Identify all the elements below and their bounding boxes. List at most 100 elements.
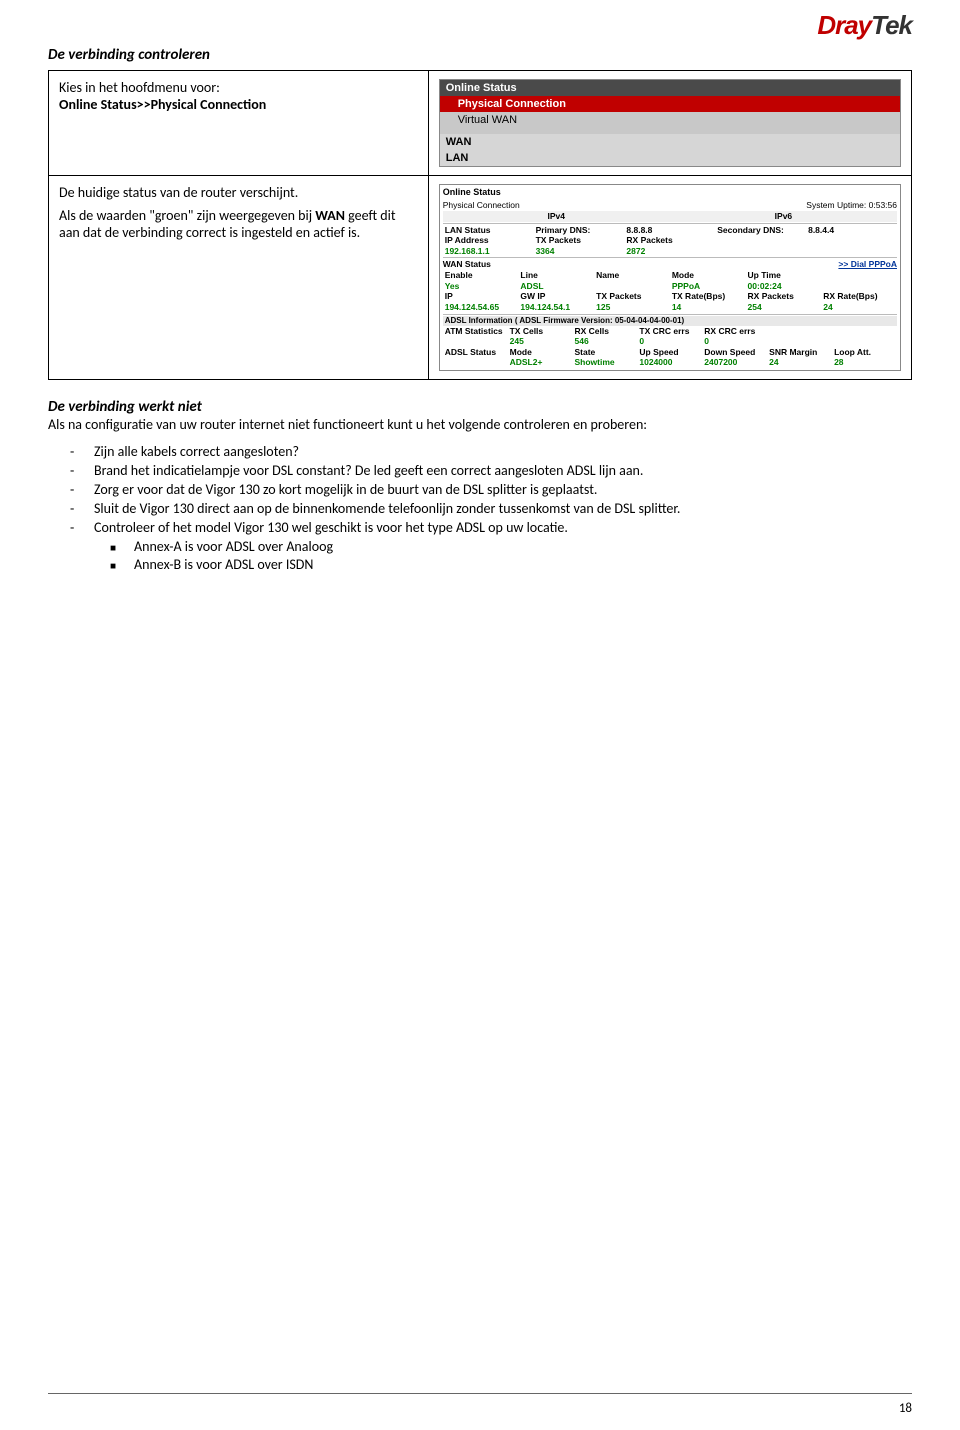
bullet-4: Sluit de Vigor 130 direct aan op de binn… <box>94 500 912 517</box>
wan-h-ip: IP <box>443 291 519 302</box>
adsl-state: Showtime <box>573 357 638 368</box>
adsl-loop: 28 <box>832 357 897 368</box>
status-left: Physical Connection <box>443 200 520 211</box>
menu-virtual-wan: Virtual WAN <box>440 112 900 128</box>
menu-online-status: Online Status <box>440 80 900 96</box>
adsl-h-atm: ATM Statistics <box>443 326 508 337</box>
wan-h-rxr: RX Rate(Bps) <box>821 291 897 302</box>
wan-mode: PPPoA <box>670 281 746 292</box>
adsl-down: 2407200 <box>702 357 767 368</box>
section2: De verbinding werkt niet Als na configur… <box>48 398 912 433</box>
row2-screenshot-cell: Online Status Physical Connection System… <box>428 176 911 380</box>
wan-h-uptime: Up Time <box>746 270 822 281</box>
lan-h-ip: IP Address <box>443 235 534 246</box>
row2-p2: Als de waarden "groen" zijn weergegeven … <box>59 207 418 241</box>
wan-section: WAN Status >> Dial PPPoA Enable Line Nam… <box>443 257 897 312</box>
wan-h-rxp: RX Packets <box>746 291 822 302</box>
wan-h-txr: TX Rate(Bps) <box>670 291 746 302</box>
wan-h-txp: TX Packets <box>594 291 670 302</box>
ipv6: IPv6 <box>670 211 897 222</box>
sub-bullet-list: Annex-A is voor ADSL over Analoog Annex-… <box>94 538 912 573</box>
bullet-1: Zijn alle kabels correct aangesloten? <box>94 443 912 460</box>
row1-screenshot-cell: Online Status Physical Connection Virtua… <box>428 71 911 176</box>
logo-part2: Tek <box>871 10 912 40</box>
adsl-h-loop: Loop Att. <box>832 347 897 358</box>
adsl-h-status: ADSL Status <box>443 347 508 358</box>
ipv4: IPv4 <box>443 211 670 222</box>
adsl-up: 1024000 <box>637 357 702 368</box>
adsl-h-down: Down Speed <box>702 347 767 358</box>
row1-text: Kies in het hoofdmenu voor: Online Statu… <box>49 71 429 176</box>
lan-section: LAN Status Primary DNS: 8.8.8.8 Secondar… <box>443 223 897 257</box>
wan-ip: 194.124.54.65 <box>443 302 519 313</box>
wan-h-enable: Enable <box>443 270 519 281</box>
adslinfo-ver: ( ADSL Firmware Version: 05-04-04-04-00-… <box>515 316 684 325</box>
lan-ip: 192.168.1.1 <box>443 246 534 257</box>
wan-txr: 14 <box>670 302 746 313</box>
lan-tx: 3364 <box>534 246 625 257</box>
adslinfo-label: ADSL Information <box>445 316 513 325</box>
wan-line: ADSL <box>518 281 594 292</box>
section-heading-1: De verbinding controleren <box>48 46 912 64</box>
row2-text: De huidige status van de router verschij… <box>49 176 429 380</box>
status-uptime: System Uptime: 0:53:56 <box>806 200 897 211</box>
wan-txp: 125 <box>594 302 670 313</box>
bullet-2: Brand het indicatielampje voor DSL const… <box>94 462 912 479</box>
wan-enable: Yes <box>443 281 519 292</box>
wan-name <box>594 281 670 292</box>
row2-p1: De huidige status van de router verschij… <box>59 184 418 201</box>
adsl-txcrc: 0 <box>637 336 702 347</box>
adsl-h-txcrc: TX CRC errs <box>637 326 702 337</box>
wan-uptime: 00:02:24 <box>746 281 822 292</box>
lan-h-rx: RX Packets <box>624 235 715 246</box>
adsl-rxcrc: 0 <box>702 336 767 347</box>
status-title: Online Status <box>443 187 897 198</box>
bullet-3: Zorg er voor dat de Vigor 130 zo kort mo… <box>94 481 912 498</box>
lan-rx: 2872 <box>624 246 715 257</box>
adsl-rxc: 546 <box>573 336 638 347</box>
bullet-5: Controleer of het model Vigor 130 wel ge… <box>94 519 912 573</box>
bullet-list: Zijn alle kabels correct aangesloten? Br… <box>48 443 912 573</box>
wan-h-name: Name <box>594 270 670 281</box>
lan-sdns-l: Secondary DNS: <box>715 225 806 236</box>
menu-lan: LAN <box>440 150 900 166</box>
lan-pdns-l: Primary DNS: <box>534 225 625 236</box>
instruction-table: Kies in het hoofdmenu voor: Online Statu… <box>48 70 912 380</box>
ipv-row: IPv4 IPv6 <box>443 211 897 222</box>
wan-h-line: Line <box>518 270 594 281</box>
menu-screenshot: Online Status Physical Connection Virtua… <box>439 79 901 167</box>
sub-bullet-2: Annex-B is voor ADSL over ISDN <box>134 556 912 573</box>
row1-line1: Kies in het hoofdmenu voor: <box>59 79 418 96</box>
footer-rule <box>48 1393 912 1394</box>
adsl-h-mode: Mode <box>508 347 573 358</box>
wan-dial: >> Dial PPPoA <box>838 259 897 270</box>
row1-line2: Online Status>>Physical Connection <box>59 96 418 113</box>
adsl-h-state: State <box>573 347 638 358</box>
bullet-5-text: Controleer of het model Vigor 130 wel ge… <box>94 519 568 536</box>
wan-h-gw: GW IP <box>518 291 594 302</box>
lan-header: LAN Status <box>443 225 534 236</box>
wan-gw: 194.124.54.1 <box>518 302 594 313</box>
section2-intro: Als na configuratie van uw router intern… <box>48 416 912 433</box>
page-number: 18 <box>899 1401 912 1416</box>
adsl-h-rxc: RX Cells <box>573 326 638 337</box>
logo-part1: Dray <box>817 10 871 40</box>
adsl-txc: 245 <box>508 336 573 347</box>
adsl-snr: 24 <box>767 357 832 368</box>
wan-rxp: 254 <box>746 302 822 313</box>
adsl-h-rxcrc: RX CRC errs <box>702 326 767 337</box>
row2-p2a: Als de waarden "groen" zijn weergegeven … <box>59 207 315 224</box>
lan-h-tx: TX Packets <box>534 235 625 246</box>
menu-physical-connection: Physical Connection <box>440 96 900 112</box>
lan-pdns: 8.8.8.8 <box>624 225 715 236</box>
adsl-h-snr: SNR Margin <box>767 347 832 358</box>
wan-header: WAN Status <box>443 259 491 270</box>
adsl-mode: ADSL2+ <box>508 357 573 368</box>
status-screenshot: Online Status Physical Connection System… <box>439 184 901 371</box>
adsl-h-txc: TX Cells <box>508 326 573 337</box>
wan-h-mode: Mode <box>670 270 746 281</box>
wan-rxr: 24 <box>821 302 897 313</box>
row2-p2b: WAN <box>315 207 345 224</box>
section-heading-2: De verbinding werkt niet <box>48 398 912 416</box>
menu-wan: WAN <box>440 134 900 150</box>
